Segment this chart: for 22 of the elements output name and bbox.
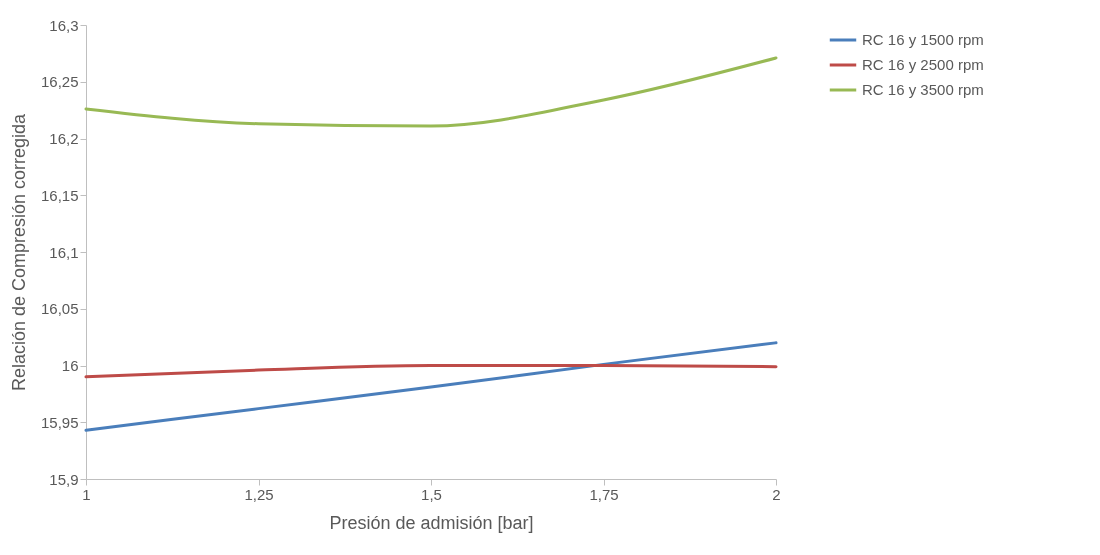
y-axis-title: Relación de Compresión corregida bbox=[8, 112, 29, 392]
y-tick-label: 16,05 bbox=[40, 300, 79, 318]
y-tick-label: 16,25 bbox=[40, 73, 79, 91]
legend-label: RC 16 y 3500 rpm bbox=[862, 81, 984, 98]
y-tick-label: 16,3 bbox=[49, 16, 79, 34]
y-tick-label: 16,2 bbox=[49, 130, 79, 147]
x-tick-label: 2 bbox=[772, 485, 781, 503]
x-tick-label: 1,5 bbox=[421, 485, 442, 503]
x-tick-label: 1 bbox=[82, 485, 91, 503]
x-tick-label: 1,25 bbox=[244, 485, 274, 503]
legend-label: RC 16 y 1500 rpm bbox=[862, 31, 984, 48]
line-series bbox=[84, 56, 778, 128]
x-axis-title: Presión de admisión [bar] bbox=[329, 512, 534, 533]
line-series bbox=[84, 341, 778, 432]
legend-label: RC 16 y 2500 rpm bbox=[862, 56, 984, 73]
y-tick-label: 16,15 bbox=[40, 186, 79, 204]
y-tick-label: 16,1 bbox=[49, 243, 79, 261]
line-series bbox=[84, 364, 778, 379]
y-tick-label: 15,95 bbox=[40, 413, 79, 431]
y-tick-label: 15,9 bbox=[49, 470, 79, 488]
x-tick-label: 1,75 bbox=[589, 485, 619, 503]
y-tick-label: 16 bbox=[61, 357, 79, 374]
